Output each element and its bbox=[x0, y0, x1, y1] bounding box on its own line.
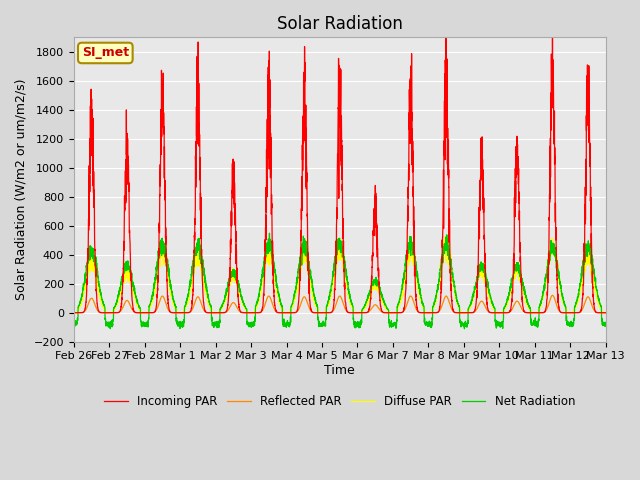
Diffuse PAR bbox=[429, 305, 437, 311]
Net Radiation bbox=[429, 303, 437, 309]
Net Radiation bbox=[266, 230, 273, 236]
Diffuse PAR bbox=[166, 282, 173, 288]
Net Radiation bbox=[459, 322, 467, 328]
Title: Solar Radiation: Solar Radiation bbox=[276, 15, 403, 33]
Reflected PAR bbox=[459, 310, 467, 316]
Incoming PAR bbox=[166, 308, 173, 313]
Diffuse PAR bbox=[320, 310, 328, 316]
Net Radiation bbox=[461, 326, 468, 332]
Diffuse PAR bbox=[602, 310, 609, 316]
Incoming PAR bbox=[489, 310, 497, 315]
Reflected PAR bbox=[602, 310, 609, 316]
Line: Diffuse PAR: Diffuse PAR bbox=[74, 236, 605, 313]
Reflected PAR bbox=[548, 292, 556, 298]
Legend: Incoming PAR, Reflected PAR, Diffuse PAR, Net Radiation: Incoming PAR, Reflected PAR, Diffuse PAR… bbox=[100, 390, 580, 413]
Reflected PAR bbox=[166, 308, 173, 314]
Net Radiation bbox=[320, 322, 328, 327]
X-axis label: Time: Time bbox=[324, 364, 355, 377]
Reflected PAR bbox=[601, 310, 609, 316]
Incoming PAR bbox=[548, 11, 556, 16]
Incoming PAR bbox=[320, 310, 328, 316]
Incoming PAR bbox=[70, 310, 77, 316]
Diffuse PAR bbox=[601, 310, 609, 316]
Incoming PAR bbox=[429, 310, 437, 316]
Incoming PAR bbox=[601, 310, 609, 316]
Reflected PAR bbox=[70, 310, 77, 316]
Line: Net Radiation: Net Radiation bbox=[74, 233, 605, 329]
Line: Reflected PAR: Reflected PAR bbox=[74, 295, 605, 313]
Incoming PAR bbox=[602, 310, 609, 316]
Line: Incoming PAR: Incoming PAR bbox=[74, 13, 605, 313]
Net Radiation bbox=[602, 323, 609, 328]
Reflected PAR bbox=[489, 310, 497, 315]
Net Radiation bbox=[602, 322, 609, 327]
Diffuse PAR bbox=[70, 310, 77, 316]
Net Radiation bbox=[70, 323, 77, 328]
Y-axis label: Solar Radiation (W/m2 or um/m2/s): Solar Radiation (W/m2 or um/m2/s) bbox=[15, 79, 28, 300]
Diffuse PAR bbox=[489, 304, 497, 310]
Diffuse PAR bbox=[442, 233, 449, 239]
Reflected PAR bbox=[429, 310, 437, 315]
Diffuse PAR bbox=[459, 310, 467, 316]
Reflected PAR bbox=[320, 310, 328, 316]
Text: SI_met: SI_met bbox=[82, 47, 129, 60]
Net Radiation bbox=[490, 302, 497, 308]
Incoming PAR bbox=[459, 310, 467, 316]
Net Radiation bbox=[166, 271, 173, 277]
